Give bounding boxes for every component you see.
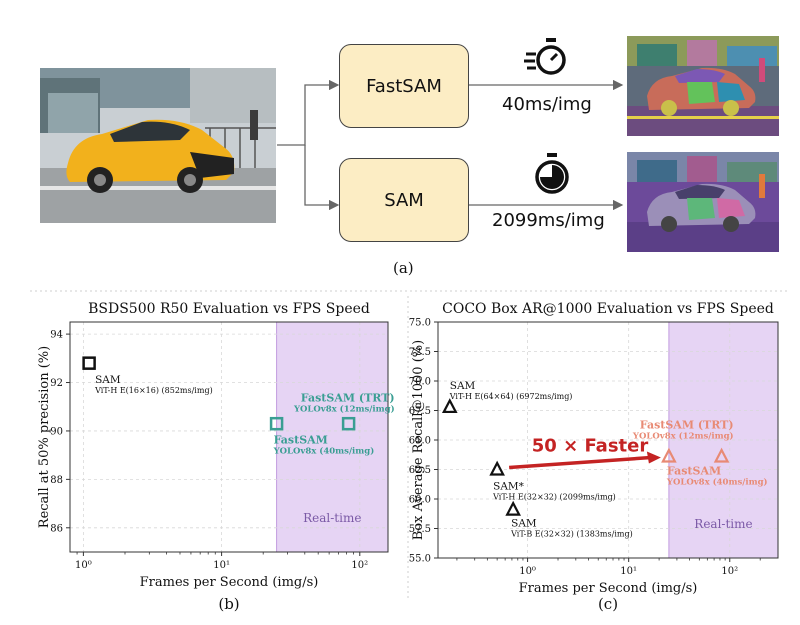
pipeline-arrows [277, 79, 624, 211]
x-axis-label: Frames per Second (img/s) [140, 575, 319, 590]
point-sublabel: ViT-B E(32×32) (1383ms/img) [510, 530, 633, 539]
point-label: FastSAM (TRT) [640, 419, 734, 432]
stopwatch-icon [535, 153, 569, 194]
point-sublabel: ViT-H E(32×32) (2099ms/img) [492, 493, 616, 502]
point-label: FastSAM [274, 434, 328, 447]
fastsam-model-box: FastSAM [339, 44, 469, 128]
y-tick-label: 72.5 [409, 347, 431, 358]
y-tick-label: 94 [50, 330, 63, 341]
plot-frame [437, 321, 779, 559]
faster-arrow [509, 455, 652, 470]
point-label: SAM [511, 518, 537, 530]
y-tick-label: 88 [50, 475, 63, 486]
faster-annotation: 50 × Faster [532, 436, 649, 457]
point-sublabel: YOLOv8x (40ms/img) [273, 446, 375, 457]
data-point [661, 447, 677, 463]
stopwatch-motion-icon [524, 38, 566, 75]
x-tick-label: 10⁰ [75, 560, 92, 571]
point-label: SAM* [493, 481, 525, 493]
data-point [713, 447, 730, 463]
point-sublabel: ViT-H E(16×16) (852ms/img) [94, 386, 213, 395]
x-tick-label: 10¹ [213, 560, 230, 571]
plot-frame [69, 321, 389, 553]
y-tick-label: 55.0 [409, 554, 431, 565]
data-point [82, 356, 96, 370]
data-point [441, 398, 458, 414]
data-point [505, 500, 521, 516]
y-tick-label: 62.5 [409, 465, 431, 476]
faster-arrow-head [646, 451, 661, 464]
y-tick-label: 67.5 [409, 406, 431, 417]
fastsam-output-image [627, 36, 779, 136]
data-point [489, 460, 505, 476]
x-tick-label: 10² [351, 560, 368, 571]
data-point [341, 416, 356, 431]
realtime-label: Real-time [303, 511, 361, 525]
sam-model-box: SAM [339, 158, 469, 242]
data-point [269, 416, 284, 431]
point-sublabel: ViT-H E(64×64) (6972ms/img) [449, 392, 573, 401]
point-label: FastSAM [667, 465, 721, 478]
point-sublabel: YOLOv8x (12ms/img) [293, 404, 395, 415]
y-tick-label: 86 [50, 523, 63, 534]
y-tick-label: 75.0 [409, 318, 431, 329]
sam-model-label: SAM [384, 189, 424, 211]
x-tick-label: 10² [721, 566, 738, 577]
y-tick-label: 57.5 [409, 524, 431, 535]
point-label: SAM [95, 374, 121, 386]
chart-title: BSDS500 R50 Evaluation vs FPS Speed [88, 301, 370, 317]
y-tick-label: 65.0 [409, 436, 431, 447]
x-tick-label: 10⁰ [519, 566, 536, 577]
point-label: SAM [450, 380, 476, 392]
x-tick-label: 10¹ [620, 566, 637, 577]
realtime-label: Real-time [694, 517, 752, 531]
point-label: FastSAM (TRT) [301, 392, 395, 405]
caption-a: (a) [393, 259, 414, 277]
realtime-band [276, 322, 388, 552]
point-sublabel: YOLOv8x (40ms/img) [666, 477, 768, 488]
x-axis-label: Frames per Second (img/s) [519, 581, 698, 596]
sam-output-image [627, 152, 779, 252]
y-axis-label: Recall at 50% precision (%) [37, 346, 52, 528]
realtime-band [668, 322, 778, 558]
point-sublabel: YOLOv8x (12ms/img) [632, 431, 734, 442]
y-tick-label: 90 [50, 426, 63, 437]
panel-caption: (c) [598, 595, 618, 613]
panel-caption: (b) [218, 595, 239, 613]
sam-speed: 2099ms/img [492, 210, 605, 231]
y-axis-label: Box Average Recall@1000 (%) [411, 340, 426, 540]
fastsam-model-label: FastSAM [366, 75, 442, 97]
y-tick-label: 92 [50, 378, 63, 389]
input-photo [40, 68, 276, 223]
y-tick-label: 70.0 [409, 377, 431, 388]
y-tick-label: 60.0 [409, 495, 431, 506]
fastsam-speed: 40ms/img [502, 94, 592, 115]
chart-title: COCO Box AR@1000 Evaluation vs FPS Speed [442, 301, 774, 317]
